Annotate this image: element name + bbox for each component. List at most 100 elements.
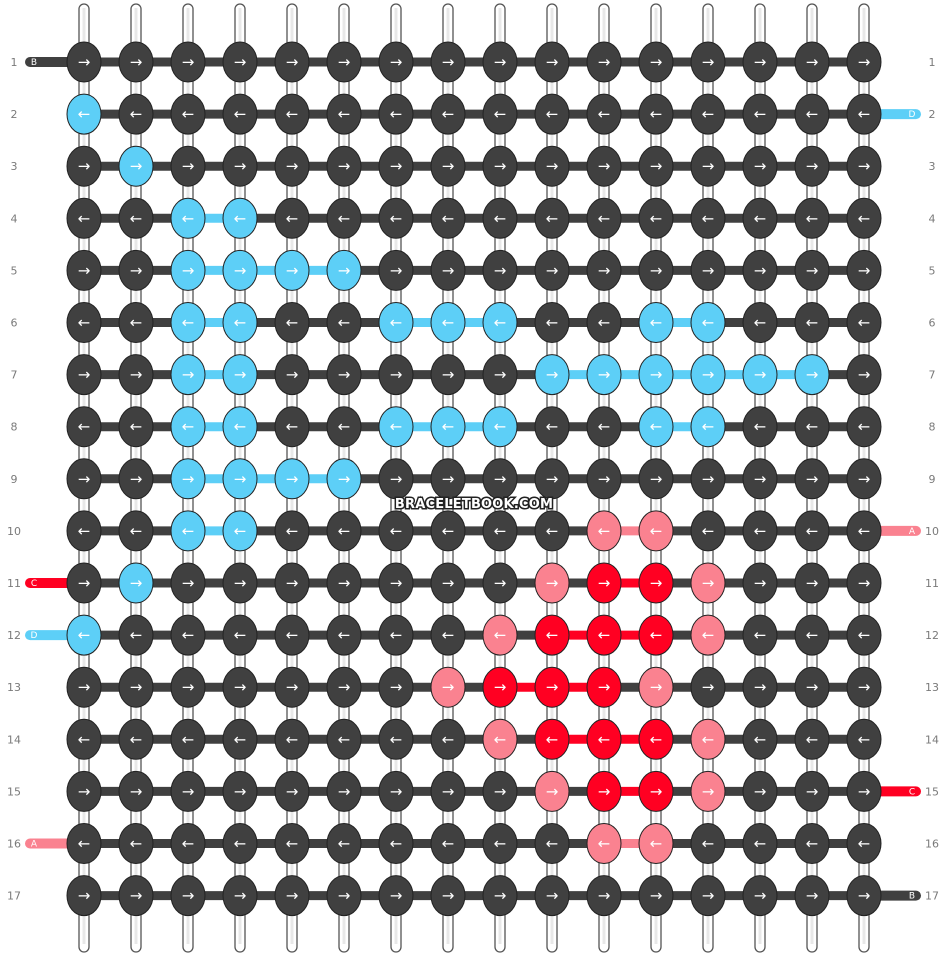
arrow-right-icon: → (546, 157, 559, 175)
knot (638, 458, 674, 500)
knot (482, 510, 518, 552)
arrow-left-icon: ← (338, 730, 351, 748)
arrow-left-icon: ← (754, 626, 767, 644)
row-label-right: 13 (925, 681, 939, 694)
arrow-left-icon: ← (598, 835, 611, 853)
arrow-right-icon: → (182, 157, 195, 175)
arrow-right-icon: → (442, 53, 455, 71)
arrow-left-icon: ← (130, 105, 143, 123)
row-label-left: 17 (7, 890, 21, 903)
arrow-right-icon: → (182, 261, 195, 279)
knot (638, 875, 674, 917)
knot (534, 93, 570, 135)
knot (118, 406, 154, 448)
arrow-left-icon: ← (130, 209, 143, 227)
arrow-right-icon: → (546, 887, 559, 905)
arrow-right-icon: → (338, 157, 351, 175)
arrow-right-icon: → (130, 261, 143, 279)
arrow-right-icon: → (702, 366, 715, 384)
arrow-right-icon: → (598, 261, 611, 279)
knot (534, 458, 570, 500)
knot (638, 614, 674, 656)
knot (794, 770, 830, 812)
arrow-left-icon: ← (234, 522, 247, 540)
arrow-right-icon: → (650, 574, 663, 592)
arrow-left-icon: ← (182, 209, 195, 227)
knot (846, 93, 882, 135)
knot (170, 458, 206, 500)
arrow-right-icon: → (286, 470, 299, 488)
strand-end-label: D (909, 110, 916, 120)
knot (118, 875, 154, 917)
arrow-right-icon: → (234, 887, 247, 905)
knot (638, 41, 674, 83)
knot (534, 875, 570, 917)
knot (118, 562, 154, 604)
arrow-left-icon: ← (286, 314, 299, 332)
knot (222, 302, 258, 343)
knot (326, 718, 362, 760)
knot (430, 614, 466, 656)
knot (430, 145, 466, 187)
knot (274, 197, 310, 239)
knot (378, 406, 414, 448)
arrow-right-icon: → (338, 53, 351, 71)
arrow-left-icon: ← (130, 314, 143, 332)
knot (846, 770, 882, 812)
knot (378, 458, 414, 500)
arrow-right-icon: → (286, 574, 299, 592)
arrow-right-icon: → (286, 157, 299, 175)
knot (638, 249, 674, 291)
arrow-left-icon: ← (546, 522, 559, 540)
row-label-left: 2 (11, 108, 18, 121)
arrow-left-icon: ← (494, 626, 507, 644)
knot (118, 718, 154, 760)
knot (586, 823, 622, 864)
arrow-left-icon: ← (598, 730, 611, 748)
arrow-right-icon: → (130, 157, 143, 175)
knot (742, 41, 778, 83)
knot (222, 823, 258, 864)
knot (638, 197, 674, 239)
arrow-right-icon: → (442, 470, 455, 488)
arrow-left-icon: ← (442, 314, 455, 332)
arrow-right-icon: → (546, 261, 559, 279)
knot (378, 93, 414, 135)
arrow-left-icon: ← (78, 209, 91, 227)
arrow-right-icon: → (78, 470, 91, 488)
knot (326, 458, 362, 500)
knot (378, 875, 414, 917)
arrow-right-icon: → (286, 782, 299, 800)
knot (222, 875, 258, 917)
arrow-right-icon: → (598, 887, 611, 905)
knot (222, 93, 258, 135)
knot (534, 666, 570, 708)
arrow-right-icon: → (234, 678, 247, 696)
arrow-right-icon: → (858, 887, 871, 905)
knot (378, 510, 414, 552)
arrow-left-icon: ← (286, 730, 299, 748)
knot (794, 510, 830, 552)
row-label-right: 4 (929, 212, 936, 225)
arrow-right-icon: → (546, 53, 559, 71)
knot (66, 718, 102, 760)
arrow-right-icon: → (806, 782, 819, 800)
row-label-left: 9 (11, 473, 18, 486)
arrow-right-icon: → (754, 782, 767, 800)
arrow-right-icon: → (442, 678, 455, 696)
knot (534, 354, 570, 396)
knot (794, 249, 830, 291)
knot (274, 249, 310, 291)
knot (846, 302, 882, 343)
knot (378, 197, 414, 239)
arrow-left-icon: ← (650, 209, 663, 227)
arrow-left-icon: ← (390, 835, 403, 853)
arrow-left-icon: ← (806, 626, 819, 644)
knot (274, 823, 310, 864)
knot (638, 354, 674, 396)
knot (430, 354, 466, 396)
knot (222, 354, 258, 396)
knot (586, 145, 622, 187)
knot (690, 770, 726, 812)
knot (482, 41, 518, 83)
